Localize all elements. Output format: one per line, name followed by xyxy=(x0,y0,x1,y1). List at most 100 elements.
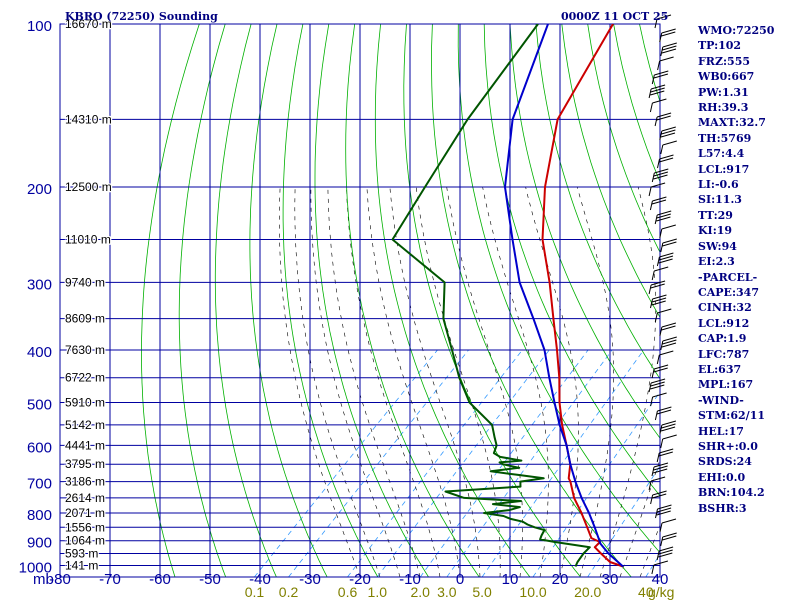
moist-adiabat xyxy=(346,186,441,577)
index-item: TH:5769 xyxy=(698,131,752,145)
frame-border xyxy=(59,23,661,578)
height-label: 8609 m xyxy=(65,312,105,326)
temperature-tick-label: 20 xyxy=(552,571,569,588)
pressure-tick-label: 800 xyxy=(27,507,52,524)
pressure-tick-label: 700 xyxy=(27,476,52,493)
dry-adiabat xyxy=(457,24,660,554)
height-label: 141 m xyxy=(65,559,98,573)
height-label: 3795 m xyxy=(65,457,105,471)
mixing-ratio-label: 40 xyxy=(638,584,654,600)
mixing-ratio-label: 0.2 xyxy=(279,584,299,600)
dry-adiabat xyxy=(374,24,531,577)
height-label: 2071 m xyxy=(65,506,105,520)
index-item: LCL:912 xyxy=(698,316,750,330)
wind-staff xyxy=(648,14,677,575)
height-label: 14310 m xyxy=(65,112,112,126)
height-label: 5142 m xyxy=(65,418,105,432)
temperature-tick-label: 10 xyxy=(502,571,519,588)
mixing-ratio-line xyxy=(587,465,660,577)
dry-adiabat xyxy=(314,24,429,577)
index-item: BRN:104.2 xyxy=(698,486,765,500)
mixing-ratio-line xyxy=(446,349,613,577)
index-item: MPL:167 xyxy=(698,378,754,392)
mixing-ratio-line xyxy=(288,349,469,577)
moist-adiabat xyxy=(639,524,660,577)
temperature-tick-label: 0 xyxy=(456,571,464,588)
moist-adiabat xyxy=(415,186,501,577)
chart-datetime: 0000Z 11 OCT 25 xyxy=(561,10,669,23)
isotherms xyxy=(60,24,660,577)
mixing-ratio-label: 3.0 xyxy=(437,584,457,600)
dry-adiabat xyxy=(403,24,581,577)
mixing-ratio-line xyxy=(532,391,660,577)
index-item: SW:94 xyxy=(698,239,737,253)
index-item: PW:1.31 xyxy=(698,85,749,99)
moist-adiabat xyxy=(327,186,421,577)
index-item: WB0:667 xyxy=(698,70,755,84)
isobars xyxy=(60,23,660,567)
index-item: CAP:1.9 xyxy=(698,332,747,346)
dry-adiabats xyxy=(141,24,800,577)
pressure-tick-label: 400 xyxy=(27,344,52,361)
moist-adiabats xyxy=(279,186,660,577)
index-item: -PARCEL- xyxy=(698,270,758,284)
dry-adiabat xyxy=(587,24,660,254)
pressure-tick-label: 200 xyxy=(27,181,52,198)
index-item: LI:-0.6 xyxy=(698,178,739,192)
index-item: CINH:32 xyxy=(698,301,752,315)
mixing-ratio-label: 5.0 xyxy=(472,584,492,600)
mixing-ratio-label: 2.0 xyxy=(410,584,430,600)
height-label: 5910 m xyxy=(65,396,105,410)
moist-adiabat xyxy=(389,186,481,577)
index-item: L57:4.4 xyxy=(698,147,745,161)
mixing-ratio-label: 0.6 xyxy=(338,584,358,600)
height-label: 593 m xyxy=(65,546,98,560)
parcel-line xyxy=(504,24,624,568)
moist-adiabat xyxy=(294,186,381,577)
mixing-ratio-line xyxy=(347,349,523,577)
temperature-tick-label: -30 xyxy=(299,571,321,588)
index-item: EL:637 xyxy=(698,362,742,376)
mixing-ratio-label: 0.1 xyxy=(245,584,265,600)
height-label: 11010 m xyxy=(65,232,111,246)
height-label: 3186 m xyxy=(65,475,105,489)
mixing-ratio-unit-label: g/kg xyxy=(648,584,674,600)
temperature-tick-label: 40 xyxy=(652,571,669,588)
dry-adiabat xyxy=(345,24,480,577)
temperature-tick-label: -10 xyxy=(399,571,421,588)
temperature-tick-label: -40 xyxy=(249,571,271,588)
index-item: TT:29 xyxy=(698,208,733,222)
dry-adiabat xyxy=(795,24,800,577)
pressure-tick-label: 600 xyxy=(27,439,52,456)
index-item: MAXT:32.7 xyxy=(698,116,766,130)
plot-frame xyxy=(59,23,661,578)
index-item: LFC:787 xyxy=(698,347,750,361)
height-label: 12500 m xyxy=(65,180,112,194)
index-item: SI:11.3 xyxy=(698,193,742,207)
temperature-tick-label: -60 xyxy=(149,571,171,588)
index-item: FRZ:555 xyxy=(698,54,751,68)
moist-adiabat xyxy=(619,458,660,577)
temperature-tick-label: 30 xyxy=(602,571,619,588)
mixing-ratio-line xyxy=(376,349,550,577)
pressure-tick-label: 300 xyxy=(27,276,52,293)
index-item: LCL:917 xyxy=(698,162,750,176)
dry-adiabat xyxy=(509,24,660,439)
temperature-line xyxy=(541,24,624,568)
pressure-tick-label: 900 xyxy=(27,535,52,552)
dry-adiabat xyxy=(178,24,227,577)
indices-panel: WMO:72250 TP:102 FRZ:555 WB0:667 PW:1.31 RH:3… xyxy=(698,23,774,516)
mixing-ratio-line xyxy=(481,349,645,577)
index-item: SHR+:0.0 xyxy=(698,439,758,453)
height-label: 4441 m xyxy=(65,438,105,452)
dry-adiabat xyxy=(561,24,660,319)
dry-adiabat xyxy=(214,24,277,577)
index-item: EHI:0.0 xyxy=(698,470,746,484)
height-label: 6722 m xyxy=(65,371,105,385)
height-label: 2614 m xyxy=(65,491,105,505)
index-item: SRDS:24 xyxy=(698,455,752,469)
moist-adiabat xyxy=(279,186,361,577)
moist-adiabat xyxy=(482,186,549,577)
height-label: 7630 m xyxy=(65,343,105,357)
